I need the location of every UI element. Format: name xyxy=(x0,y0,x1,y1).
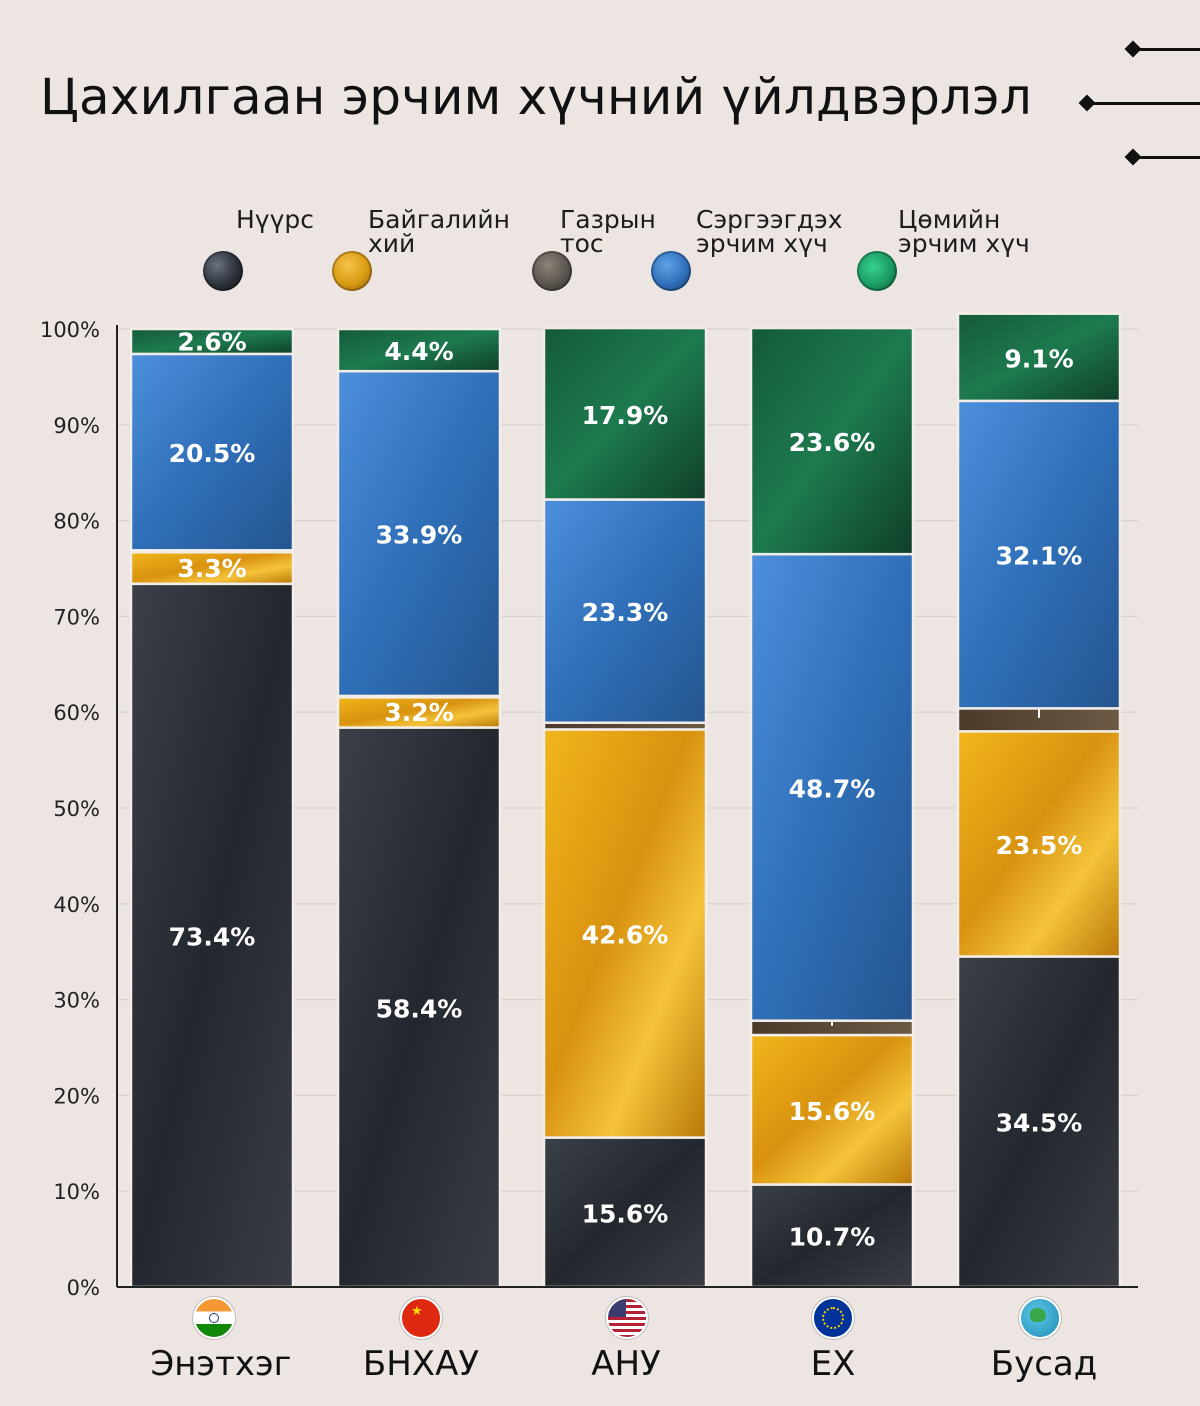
decor-line-2 xyxy=(1087,102,1200,105)
legend-label-gas: Байгалийн хий xyxy=(368,205,510,258)
bar-other-nuclear xyxy=(956,312,1122,403)
legend-label-nuclear: Цөмийн эрчим хүч xyxy=(898,205,1030,258)
bar-other-renewable xyxy=(956,399,1122,710)
page-title: Цахилгаан эрчим хүчний үйлдвэрлэл xyxy=(40,68,1032,126)
y-tick-label: 70% xyxy=(53,605,100,629)
bar-china-renewable xyxy=(336,369,502,698)
y-tick-label: 10% xyxy=(53,1180,100,1204)
globe-icon xyxy=(1019,1297,1061,1339)
data-label-usa-renewable: 23.3% xyxy=(582,598,669,627)
bar-other-gas xyxy=(956,730,1122,958)
legend-label-oil: Газрын тос xyxy=(560,205,656,258)
y-tick-label: 90% xyxy=(53,414,100,438)
category-label-china: БНХАУ xyxy=(362,1344,480,1384)
y-tick-label: 40% xyxy=(53,893,100,917)
bar-china-nuclear xyxy=(336,327,502,373)
bar-usa-nuclear xyxy=(542,326,708,501)
data-label-india-coal: 73.4% xyxy=(169,922,256,951)
bar-usa-gas xyxy=(542,728,708,1139)
usa-flag-icon xyxy=(606,1297,648,1339)
data-label-india-gas: 3.3% xyxy=(177,554,246,583)
y-tick-label: 80% xyxy=(53,510,100,534)
data-label-other-gas: 23.5% xyxy=(996,831,1083,860)
china-flag-icon: ★ xyxy=(400,1297,442,1339)
legend-label-renewable: Сэргээгдэх эрчим хүч xyxy=(696,205,843,258)
legend-swatch-renewable xyxy=(651,251,691,291)
legend-swatch-gas xyxy=(332,251,372,291)
data-label-india-renewable: 20.5% xyxy=(169,439,256,468)
y-tick-label: 60% xyxy=(53,701,100,725)
bar-india-coal xyxy=(129,582,295,1289)
legend-label-coal: Нүүрс xyxy=(236,205,315,234)
y-tick-label: 50% xyxy=(53,797,100,821)
data-label-eu-coal: 10.7% xyxy=(789,1223,876,1252)
category-label-usa: АНУ xyxy=(591,1344,661,1384)
data-label-china-renewable: 33.9% xyxy=(376,521,463,550)
data-label-eu-nuclear: 23.6% xyxy=(789,428,876,457)
data-label-china-nuclear: 4.4% xyxy=(384,337,453,366)
data-label-eu-renewable: 48.7% xyxy=(789,774,876,803)
data-label-usa-nuclear: 17.9% xyxy=(582,401,669,430)
bar-usa-coal xyxy=(542,1136,708,1289)
data-label-other-coal: 34.5% xyxy=(996,1109,1083,1138)
y-tick-label: 30% xyxy=(53,989,100,1013)
data-label-china-coal: 58.4% xyxy=(376,994,463,1023)
data-label-china-gas: 3.2% xyxy=(384,698,453,727)
category-label-eu: ЕХ xyxy=(810,1344,856,1384)
decor-line-3 xyxy=(1133,156,1200,159)
y-tick-label: 100% xyxy=(40,318,100,342)
india-flag-icon xyxy=(193,1297,235,1339)
legend-swatch-oil xyxy=(532,251,572,291)
bar-india-nuclear xyxy=(129,327,295,356)
eu-flag-icon xyxy=(812,1297,854,1339)
bar-eu-renewable xyxy=(749,552,915,1022)
category-label-other: Бусад xyxy=(990,1344,1098,1384)
data-label-india-nuclear: 2.6% xyxy=(177,327,246,356)
legend-swatch-nuclear xyxy=(857,251,897,291)
data-label-other-nuclear: 9.1% xyxy=(1004,344,1073,373)
bar-eu-nuclear xyxy=(749,326,915,556)
bar-china-coal xyxy=(336,726,502,1289)
data-label-usa-gas: 42.6% xyxy=(582,920,669,949)
y-tick-label: 0% xyxy=(67,1276,100,1300)
data-label-usa-coal: 15.6% xyxy=(582,1199,669,1228)
y-tick-label: 20% xyxy=(53,1084,100,1108)
bar-china-gas xyxy=(336,695,502,729)
decor-line-1 xyxy=(1133,48,1200,51)
data-label-eu-gas: 15.6% xyxy=(789,1097,876,1126)
category-label-india: Энэтхэг xyxy=(150,1344,292,1384)
data-label-other-renewable: 32.1% xyxy=(996,542,1083,571)
bar-india-renewable xyxy=(129,352,295,552)
legend-swatch-coal xyxy=(203,251,243,291)
